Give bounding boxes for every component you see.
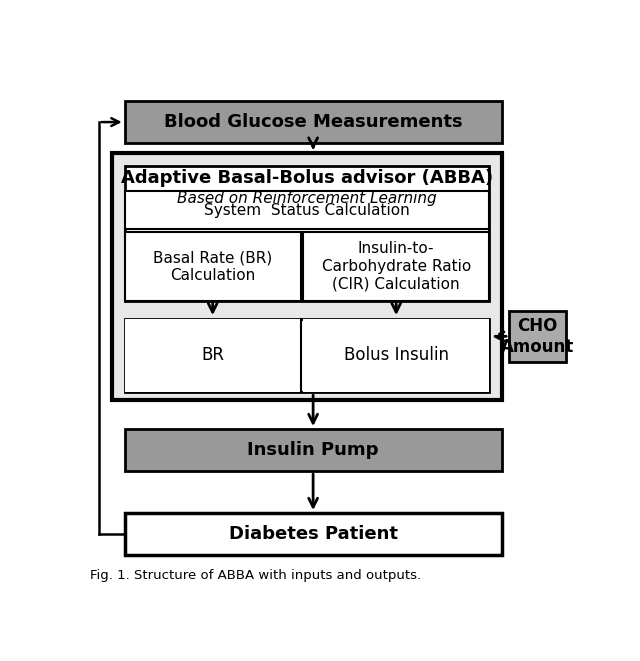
Text: Fig. 1. Structure of ABBA with inputs and outputs.: Fig. 1. Structure of ABBA with inputs an… <box>90 569 421 582</box>
Text: Adaptive Basal-Bolus advisor (ABBA): Adaptive Basal-Bolus advisor (ABBA) <box>121 169 493 186</box>
FancyBboxPatch shape <box>125 166 489 301</box>
Text: System  Status Calculation: System Status Calculation <box>204 203 410 218</box>
FancyBboxPatch shape <box>303 319 489 393</box>
FancyBboxPatch shape <box>125 232 301 301</box>
FancyBboxPatch shape <box>125 191 489 229</box>
Text: Insulin-to-
Carbohydrate Ratio
(CIR) Calculation: Insulin-to- Carbohydrate Ratio (CIR) Cal… <box>321 241 471 292</box>
FancyBboxPatch shape <box>112 153 502 400</box>
FancyBboxPatch shape <box>509 311 566 362</box>
Text: CHO
Amount: CHO Amount <box>501 317 574 356</box>
FancyBboxPatch shape <box>125 319 489 393</box>
FancyBboxPatch shape <box>125 319 301 393</box>
FancyBboxPatch shape <box>125 514 502 555</box>
Text: Blood Glucose Measurements: Blood Glucose Measurements <box>164 113 463 131</box>
FancyBboxPatch shape <box>125 101 502 143</box>
Text: Insulin Pump: Insulin Pump <box>248 442 379 459</box>
Text: BR: BR <box>201 346 224 364</box>
Text: Diabetes Patient: Diabetes Patient <box>228 525 397 543</box>
Text: Basal Rate (BR)
Calculation: Basal Rate (BR) Calculation <box>153 250 272 282</box>
Text: Bolus Insulin: Bolus Insulin <box>344 346 449 364</box>
FancyBboxPatch shape <box>303 232 489 301</box>
Text: Based on Reinforcement Learning: Based on Reinforcement Learning <box>177 192 436 206</box>
FancyBboxPatch shape <box>125 430 502 471</box>
